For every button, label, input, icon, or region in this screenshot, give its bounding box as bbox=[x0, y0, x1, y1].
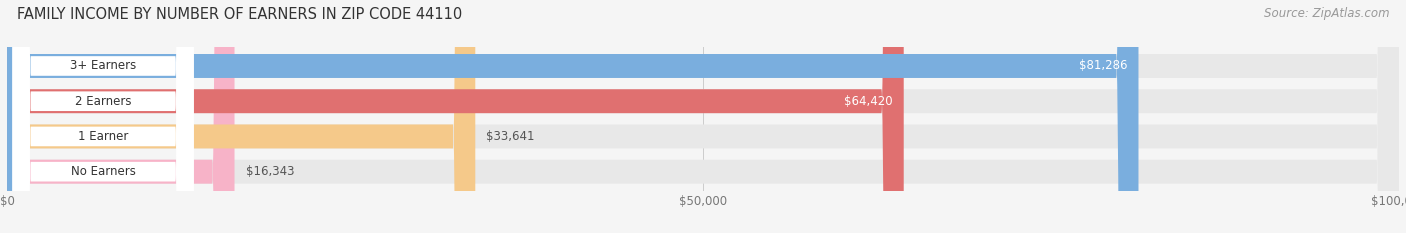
FancyBboxPatch shape bbox=[13, 0, 194, 233]
FancyBboxPatch shape bbox=[7, 0, 1399, 233]
Text: Source: ZipAtlas.com: Source: ZipAtlas.com bbox=[1264, 7, 1389, 20]
Text: $16,343: $16,343 bbox=[246, 165, 294, 178]
FancyBboxPatch shape bbox=[13, 0, 194, 233]
Text: FAMILY INCOME BY NUMBER OF EARNERS IN ZIP CODE 44110: FAMILY INCOME BY NUMBER OF EARNERS IN ZI… bbox=[17, 7, 463, 22]
Text: 2 Earners: 2 Earners bbox=[75, 95, 131, 108]
Text: 1 Earner: 1 Earner bbox=[77, 130, 128, 143]
Text: $81,286: $81,286 bbox=[1078, 59, 1128, 72]
FancyBboxPatch shape bbox=[7, 0, 475, 233]
FancyBboxPatch shape bbox=[7, 0, 1399, 233]
FancyBboxPatch shape bbox=[7, 0, 1399, 233]
Text: $64,420: $64,420 bbox=[844, 95, 893, 108]
Text: No Earners: No Earners bbox=[70, 165, 135, 178]
FancyBboxPatch shape bbox=[13, 0, 194, 233]
FancyBboxPatch shape bbox=[7, 0, 235, 233]
Text: $33,641: $33,641 bbox=[486, 130, 534, 143]
FancyBboxPatch shape bbox=[13, 0, 194, 233]
Text: 3+ Earners: 3+ Earners bbox=[70, 59, 136, 72]
FancyBboxPatch shape bbox=[7, 0, 1399, 233]
FancyBboxPatch shape bbox=[7, 0, 904, 233]
FancyBboxPatch shape bbox=[7, 0, 1139, 233]
